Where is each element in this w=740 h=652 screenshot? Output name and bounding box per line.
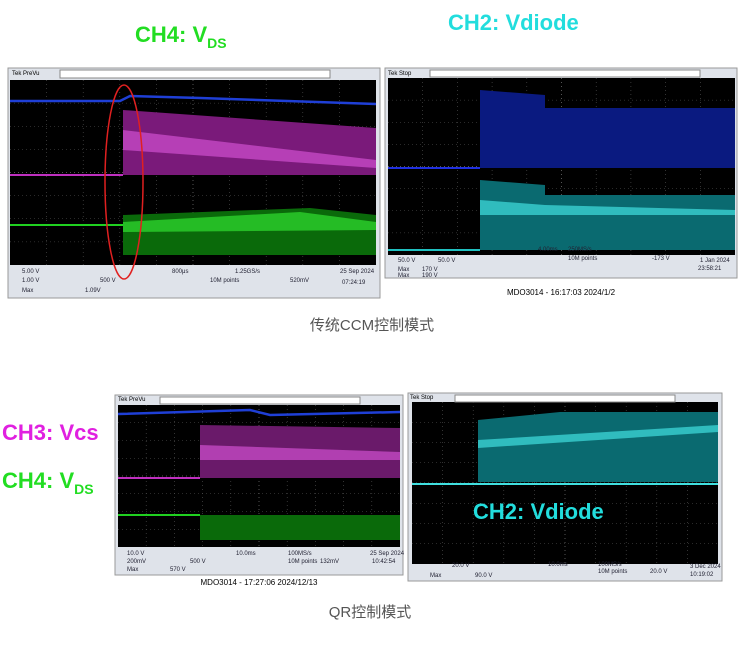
- readout: 170 V: [422, 267, 438, 273]
- readout: 570 V: [170, 567, 186, 573]
- readout: 5.00 V: [22, 269, 39, 275]
- trace: [200, 445, 400, 460]
- readout: 132mV: [320, 559, 339, 565]
- scope-footer: MDO3014 - 16:17:03 2024/1/2: [507, 288, 616, 297]
- trace: [478, 425, 718, 448]
- waveforms: [10, 84, 735, 540]
- scope-status: Tek Stop: [410, 395, 434, 401]
- readout: 10:42:54: [372, 559, 396, 565]
- caption: QR控制模式: [329, 604, 412, 621]
- scope-footer: MDO3014 - 17:27:06 2024/12/13: [201, 578, 319, 587]
- readout: Max: [22, 288, 33, 294]
- readout: 10.0ms: [236, 551, 256, 557]
- readout: 50.0 V: [438, 258, 455, 264]
- readout: 520mV: [290, 278, 309, 284]
- readout: 10:19:02: [690, 572, 714, 578]
- readout: 500 V: [190, 559, 206, 565]
- readout: 1 Jan 2024: [700, 258, 730, 264]
- readout: 90.0 V: [475, 573, 492, 579]
- readout: 1.09V: [85, 288, 101, 294]
- readout: 25 Sep 2024: [340, 269, 375, 275]
- readout: 07:24:19: [342, 280, 366, 286]
- readout: 100MS/s: [598, 562, 622, 568]
- channel-label: CH3: Vcs: [2, 420, 99, 445]
- readout: Max: [398, 273, 409, 279]
- trace: [478, 412, 718, 482]
- readout: 10M points: [598, 569, 627, 575]
- readout: 1.25GS/s: [235, 269, 260, 275]
- readout: 500 V: [100, 278, 116, 284]
- trace: [117, 408, 401, 417]
- readout: -173 V: [652, 256, 670, 262]
- readout: 10M points: [210, 278, 239, 284]
- readout: 3 Dec 2024: [690, 564, 721, 570]
- readout: 190 V: [422, 273, 438, 279]
- highlight-ellipse: [104, 84, 144, 280]
- readout: Max: [127, 567, 138, 573]
- readout: 10.0ms: [548, 562, 568, 568]
- readout: 20.0 V: [650, 569, 667, 575]
- readouts: 5.00 V 1.00 V 500 V Max 1.09V 800μs 1.25GS/s 10…: [22, 247, 730, 579]
- trace: [10, 94, 377, 106]
- channel-label: CH4: VDS: [135, 22, 227, 51]
- readout: 10.0 V: [127, 551, 144, 557]
- scope-status: Tek PreVu: [118, 397, 145, 403]
- readout: 10M points: [568, 256, 597, 262]
- readout: 250MS/s: [568, 247, 592, 253]
- readout: 23:58:21: [698, 266, 722, 272]
- readout: 1.00 V: [22, 278, 39, 284]
- trace: [480, 200, 735, 215]
- readout: 200mV: [127, 559, 146, 565]
- channel-label: CH2: Vdiode: [473, 499, 604, 524]
- readout: 50.0 V: [398, 258, 415, 264]
- trace: [480, 90, 735, 168]
- trace: [200, 515, 400, 540]
- trace: [123, 212, 376, 232]
- readout: 20.0 V: [452, 563, 469, 569]
- readout: 4.00ms: [538, 247, 558, 253]
- scope-status: Tek Stop: [388, 71, 412, 77]
- trace: [123, 130, 376, 168]
- readout: 800μs: [172, 269, 188, 275]
- readout: Max: [430, 573, 441, 579]
- channel-label: CH2: Vdiode: [448, 10, 579, 35]
- readout: 100MS/s: [288, 551, 312, 557]
- caption: 传统CCM控制模式: [310, 317, 434, 334]
- readout: 10M points: [288, 559, 317, 565]
- scope-status: Tek PreVu: [12, 71, 39, 77]
- readout: 25 Sep 2024: [370, 551, 405, 557]
- channel-label: CH4: VDS: [2, 468, 94, 497]
- readout: Max: [398, 267, 409, 273]
